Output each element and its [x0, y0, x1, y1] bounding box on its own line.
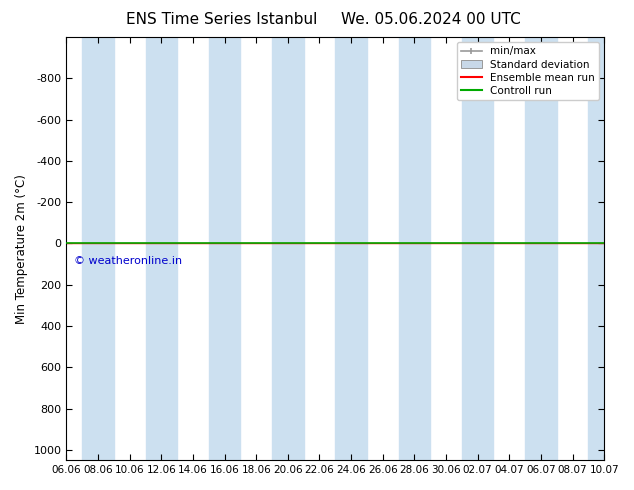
Bar: [82, 37, 114, 460]
Legend: min/max, Standard deviation, Ensemble mean run, Controll run: min/max, Standard deviation, Ensemble me…: [456, 42, 599, 100]
Bar: [145, 37, 177, 460]
Bar: [399, 37, 430, 460]
Bar: [588, 37, 620, 460]
Bar: [272, 37, 304, 460]
Text: © weatheronline.in: © weatheronline.in: [74, 256, 183, 266]
Bar: [525, 37, 557, 460]
Text: We. 05.06.2024 00 UTC: We. 05.06.2024 00 UTC: [341, 12, 521, 27]
Bar: [462, 37, 493, 460]
Y-axis label: Min Temperature 2m (°C): Min Temperature 2m (°C): [15, 173, 28, 323]
Bar: [209, 37, 240, 460]
Text: ENS Time Series Istanbul: ENS Time Series Istanbul: [126, 12, 318, 27]
Bar: [335, 37, 367, 460]
